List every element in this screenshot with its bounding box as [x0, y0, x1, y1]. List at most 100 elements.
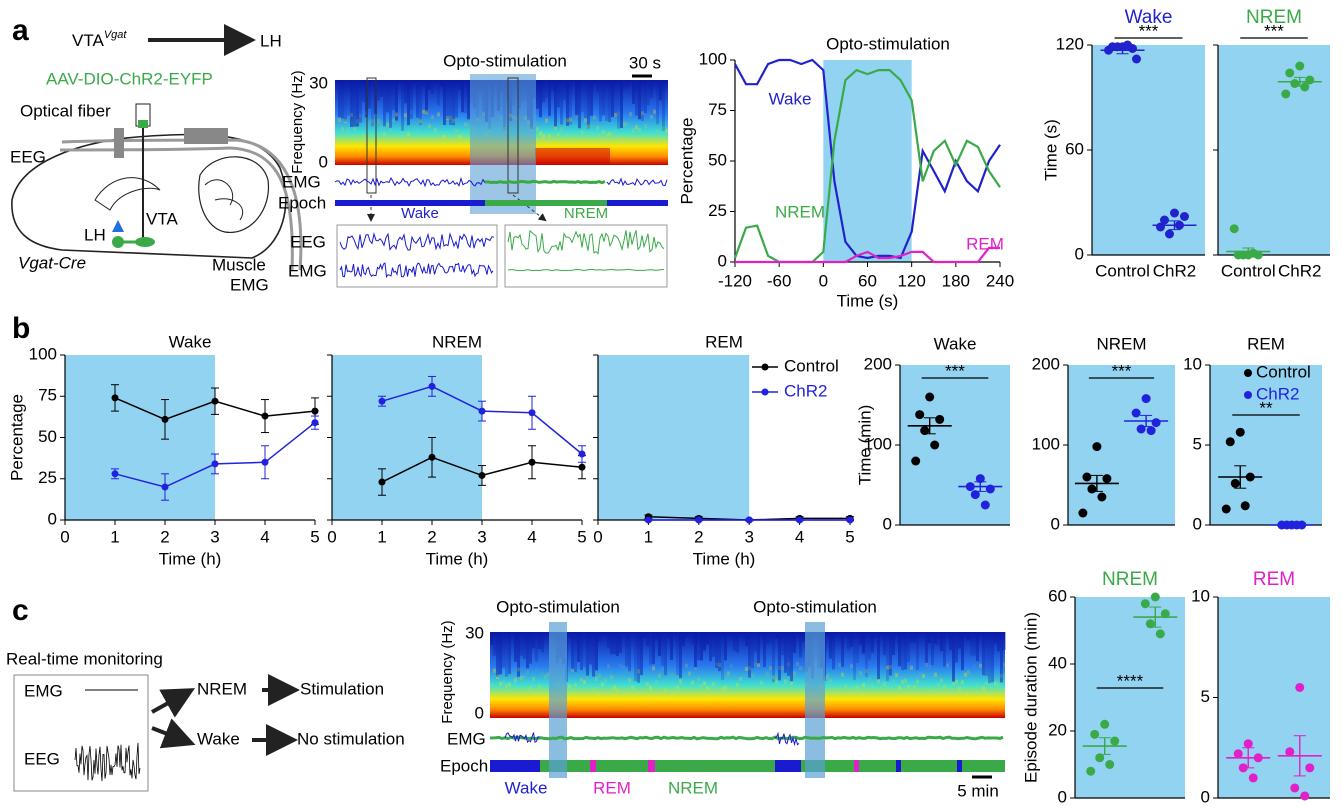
data-point [261, 458, 269, 466]
spectrogram-texture [952, 682, 955, 687]
spectrogram-tick: 0 [475, 703, 484, 722]
spectrogram-texture [455, 80, 458, 118]
spectrogram-texture [799, 666, 802, 671]
spectrogram-texture [568, 632, 571, 638]
action-label: Stimulation [300, 679, 384, 698]
spectrogram-texture [395, 112, 398, 117]
spectrogram-texture [410, 110, 413, 115]
spectrogram-texture [653, 80, 656, 87]
spectrogram-texture [832, 632, 835, 670]
spectrogram-texture [557, 131, 560, 136]
spectrogram-texture [413, 80, 416, 84]
spectrogram-texture [652, 632, 655, 664]
data-point [261, 412, 269, 420]
data-point [1305, 763, 1315, 773]
spectrogram-texture [796, 662, 799, 667]
spectrogram-texture [563, 80, 566, 101]
signal-label: EMG [24, 681, 63, 700]
spectrogram-texture [568, 684, 571, 689]
data-point [1248, 248, 1258, 258]
spectrogram-texture [646, 681, 649, 686]
y-tick-label: 0 [1075, 244, 1084, 263]
spectrogram-texture [464, 80, 467, 113]
spectrogram-texture [787, 632, 790, 676]
spectrogram-texture [700, 632, 703, 661]
spectrogram-texture [922, 632, 925, 634]
data-point [1300, 791, 1310, 801]
monitor-box [13, 674, 149, 792]
spectrogram-texture [718, 632, 721, 672]
spectrogram-texture [566, 118, 569, 123]
spectrogram-texture [578, 114, 581, 119]
spectrogram-texture [623, 80, 626, 91]
y-axis-label: Time (min) [855, 405, 874, 486]
x-tick-label: ChR2 [1278, 261, 1321, 280]
spectrogram-texture [868, 677, 871, 682]
data-point [1155, 629, 1165, 639]
closed-loop-diagram: Real-time monitoring EMG EEG NREM Wake S… [6, 649, 405, 792]
inset-box [336, 224, 498, 288]
spectrogram-texture [937, 683, 940, 688]
eeg-trace [74, 742, 141, 782]
spectrogram-texture [386, 122, 389, 127]
spectrogram-texture [592, 687, 595, 692]
data-point [930, 440, 940, 450]
chart-title: NREM [1096, 334, 1146, 353]
y-tick-label: 50 [708, 150, 727, 169]
spectrogram-texture [347, 80, 350, 116]
spectrogram-texture [401, 80, 404, 131]
spectrogram-texture [850, 632, 853, 647]
x-tick-label: 1 [110, 527, 119, 546]
plot-background [900, 365, 1010, 525]
chart-title: NREM [1246, 7, 1302, 28]
spectrogram-texture [880, 632, 883, 636]
spectrogram-texture [715, 662, 718, 667]
spectrogram-texture [979, 632, 982, 635]
x-tick-label: 2 [694, 527, 703, 546]
spectrogram-texture [650, 80, 653, 99]
spectrogram-texture [656, 80, 659, 125]
y-tick-label: 100 [29, 344, 57, 363]
x-axis-label: Time (h) [426, 549, 489, 568]
y-axis-label: Episode duration (min) [1021, 612, 1040, 783]
data-point [935, 414, 945, 424]
spectrogram-texture [889, 665, 892, 670]
data-point [1155, 222, 1165, 232]
spectrogram-texture [377, 80, 380, 101]
spectrogram-texture [733, 632, 736, 652]
spectrogram-texture [505, 683, 508, 688]
data-point [846, 516, 854, 524]
data-point [378, 397, 386, 405]
highlight-region [823, 60, 912, 262]
spectrogram-texture [940, 678, 943, 683]
spectrogram-texture [449, 115, 452, 120]
emg-trace [334, 176, 486, 188]
vta-label: VTA [146, 209, 178, 228]
spectrogram-texture [458, 134, 461, 139]
spectrogram-texture [554, 80, 557, 127]
spectrogram-texture [536, 126, 539, 131]
spectrogram-texture [595, 632, 598, 671]
spectrogram-texture [964, 632, 967, 638]
spectrogram-texture [428, 80, 431, 90]
spectrogram-texture [859, 632, 862, 646]
spectrogram-texture [571, 668, 574, 673]
spectrogram-texture [658, 673, 661, 678]
data-point [1230, 478, 1240, 488]
spectrogram-texture [745, 632, 748, 647]
y-tick-label: 0 [48, 509, 57, 528]
cerebellum [198, 156, 270, 233]
legend-label: ChR2 [784, 381, 827, 400]
lh-terminal [112, 220, 124, 232]
spectrogram-texture [647, 80, 650, 106]
spectrogram-texture [985, 681, 988, 686]
spectrogram-texture [679, 679, 682, 684]
y-tick-label: 200 [864, 354, 892, 373]
spectrogram-texture [625, 669, 628, 674]
spectrogram-texture [380, 125, 383, 130]
spectrogram-texture [665, 80, 668, 82]
spectrogram-texture [643, 632, 646, 638]
spectrogram-texture [994, 632, 997, 644]
x-tick-label: 0 [819, 271, 828, 290]
mouse-line: Vgat-Cre [18, 253, 86, 272]
